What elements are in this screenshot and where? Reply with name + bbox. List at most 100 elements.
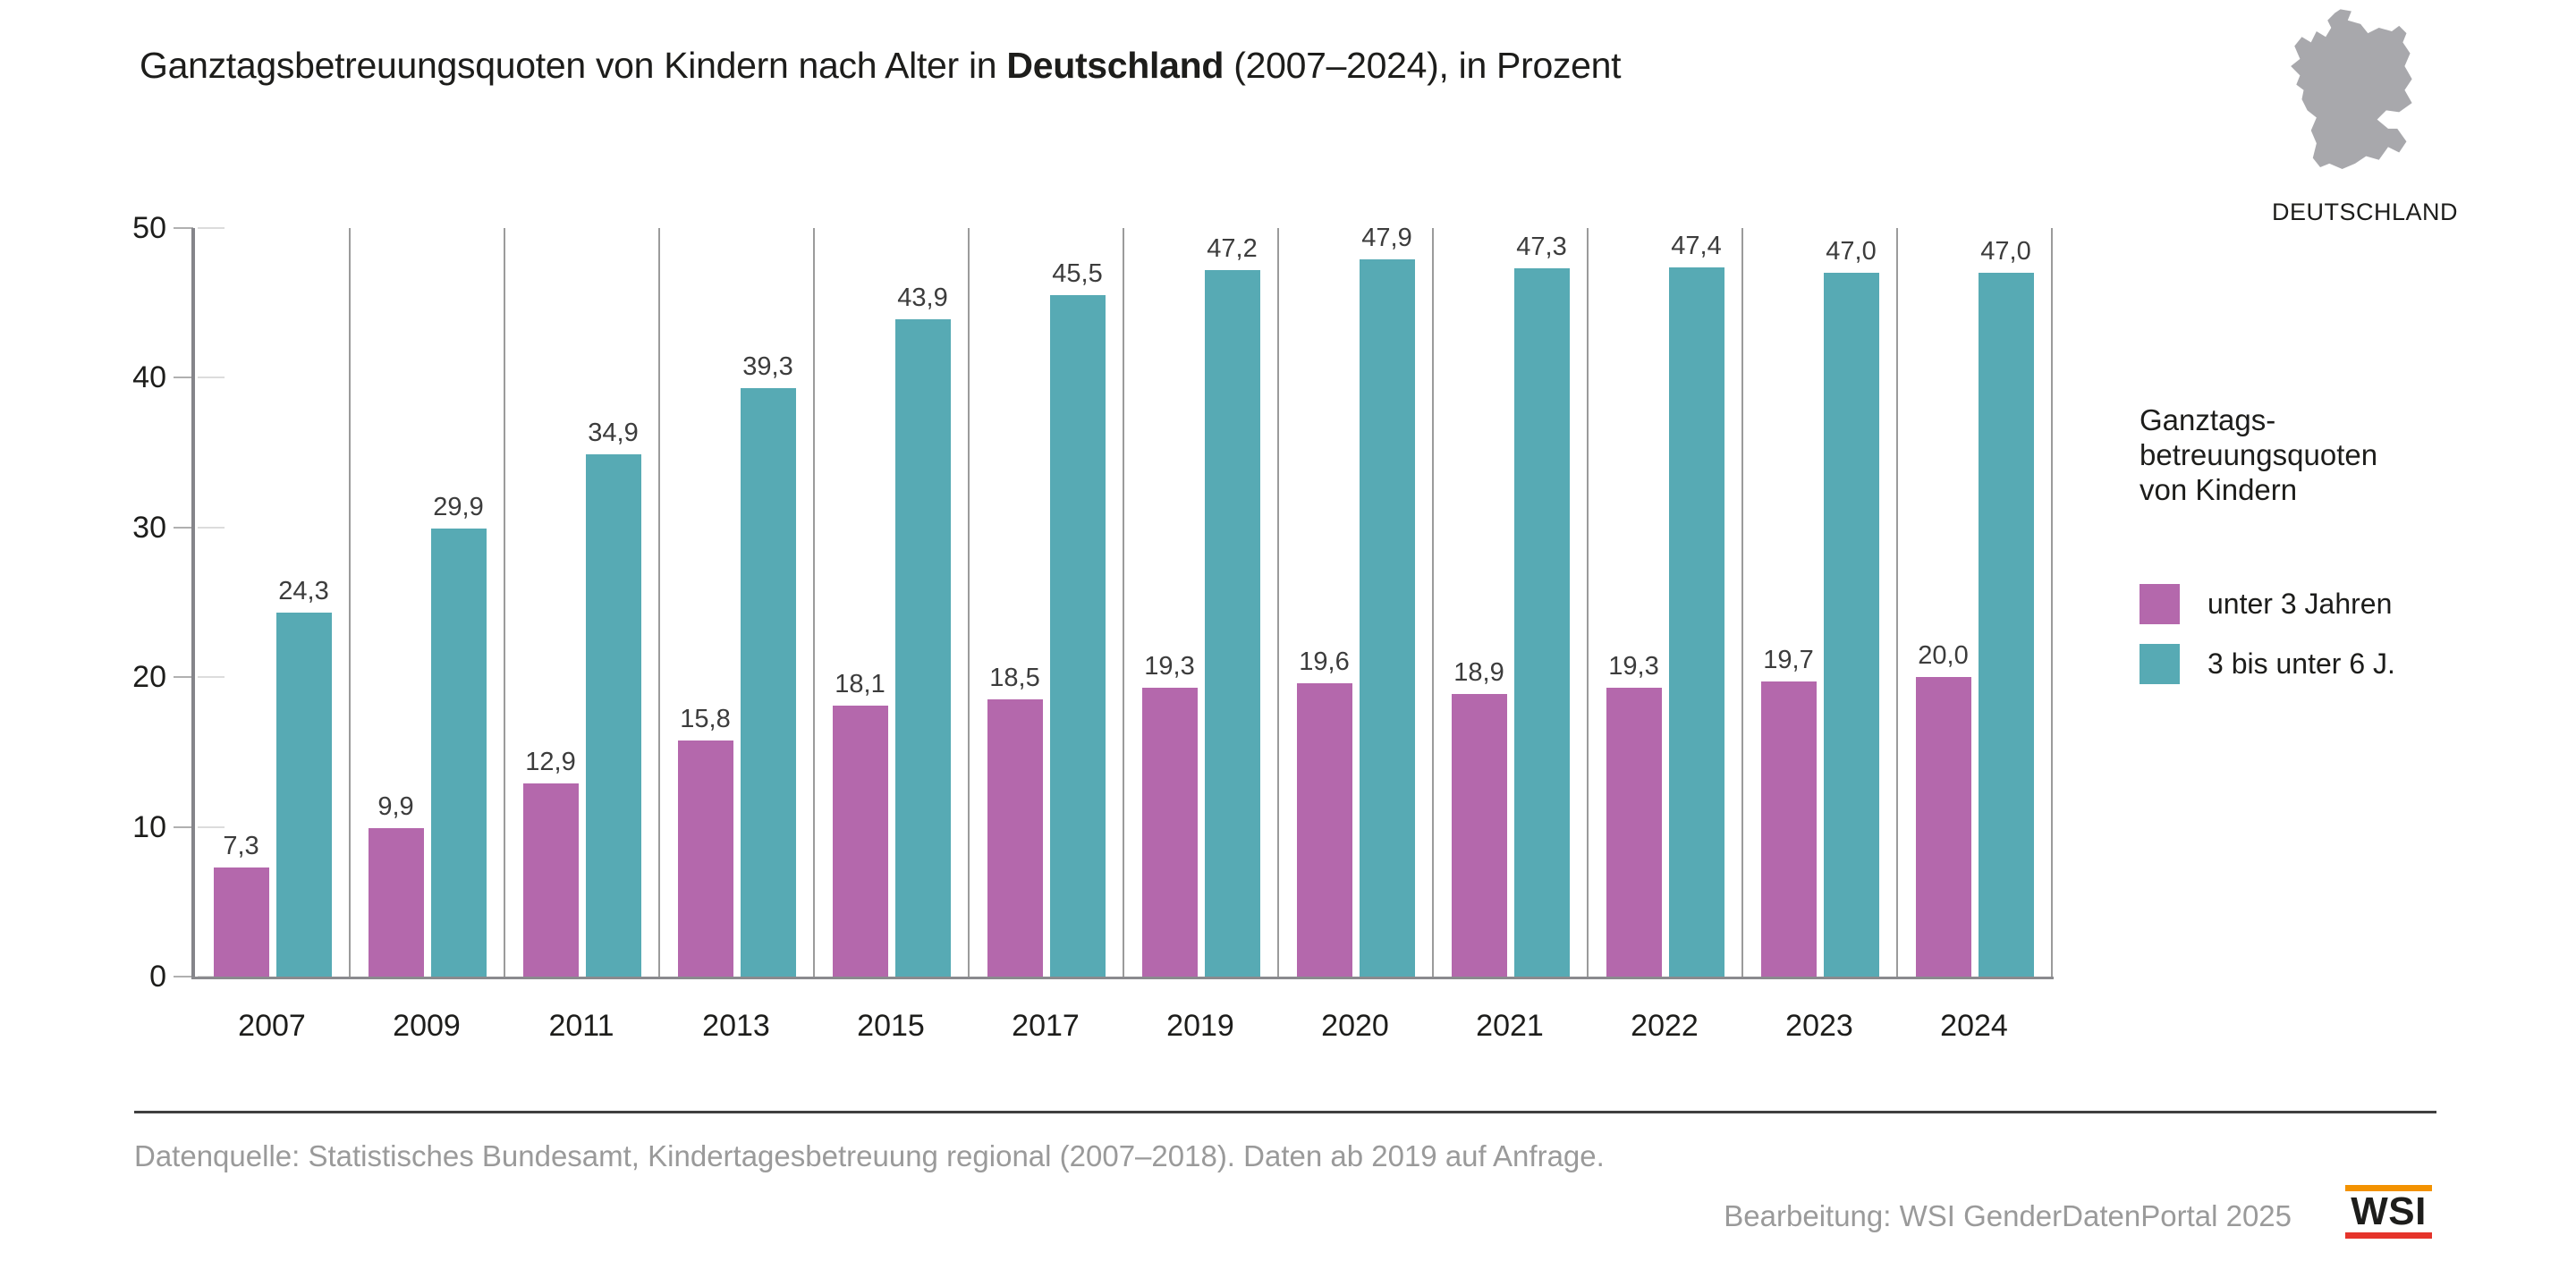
bar-value-label: 18,1 bbox=[835, 670, 886, 698]
bar-value-label: 19,7 bbox=[1763, 646, 1814, 675]
group-divider-line bbox=[348, 228, 351, 977]
bar-3-bis-unter-6-2017 bbox=[1049, 295, 1106, 977]
bar-unter-3-jahren-2019 bbox=[1141, 687, 1198, 977]
group-divider-line bbox=[1431, 228, 1434, 977]
y-axis-tick bbox=[174, 526, 193, 529]
bar-3-bis-unter-6-2023 bbox=[1823, 273, 1879, 977]
bar-value-label: 29,9 bbox=[433, 493, 484, 522]
y-axis-gridline-stub bbox=[198, 227, 225, 229]
x-axis-category-label: 2023 bbox=[1785, 1009, 1853, 1043]
y-axis-tick bbox=[174, 676, 193, 679]
bar-value-label: 19,3 bbox=[1144, 651, 1195, 681]
y-axis-tick bbox=[174, 377, 193, 379]
group-divider-line bbox=[657, 228, 660, 977]
y-axis-tick bbox=[174, 976, 193, 977]
bar-value-label: 47,9 bbox=[1361, 224, 1412, 253]
map-label: DEUTSCHLAND bbox=[2272, 199, 2459, 225]
bar-value-label: 34,9 bbox=[588, 418, 639, 447]
bar-unter-3-jahren-2011 bbox=[522, 783, 579, 977]
bar-unter-3-jahren-2017 bbox=[987, 699, 1043, 977]
bar-unter-3-jahren-2022 bbox=[1606, 687, 1662, 977]
legend-swatch-unter-3-jahren bbox=[2140, 584, 2180, 624]
group-divider-line bbox=[1895, 228, 1898, 977]
y-axis-tick-label: 50 bbox=[132, 211, 166, 245]
bar-3-bis-unter-6-2015 bbox=[894, 319, 951, 977]
legend-item-unter-3-jahren: unter 3 Jahren bbox=[2140, 584, 2560, 624]
legend-title-line: betreuungsquoten bbox=[2140, 438, 2378, 471]
x-axis-category-label: 2019 bbox=[1166, 1009, 1234, 1043]
x-axis-category-label: 2022 bbox=[1631, 1009, 1699, 1043]
bar-3-bis-unter-6-2019 bbox=[1204, 269, 1260, 977]
bar-value-label: 43,9 bbox=[897, 284, 948, 313]
y-axis-tick-label: 0 bbox=[149, 960, 166, 994]
x-axis-category-label: 2011 bbox=[548, 1009, 614, 1043]
bar-unter-3-jahren-2007 bbox=[213, 867, 269, 977]
bar-value-label: 19,3 bbox=[1608, 651, 1659, 681]
data-source-note: Datenquelle: Statistisches Bundesamt, Ki… bbox=[134, 1139, 1605, 1172]
legend-swatch-3-bis-unter-6 bbox=[2140, 644, 2180, 684]
bar-value-label: 9,9 bbox=[377, 792, 414, 822]
bar-value-label: 45,5 bbox=[1052, 259, 1103, 289]
group-divider-line bbox=[2050, 228, 2053, 977]
bar-unter-3-jahren-2020 bbox=[1296, 682, 1352, 977]
bar-value-label: 47,0 bbox=[1980, 237, 2031, 267]
page-title: Ganztagsbetreuungsquoten von Kindern nac… bbox=[140, 45, 1622, 87]
legend-item-label: unter 3 Jahren bbox=[2207, 588, 2393, 620]
y-axis-tick-label: 30 bbox=[132, 510, 166, 545]
bar-value-label: 47,2 bbox=[1207, 233, 1258, 263]
germany-map-block: DEUTSCHLAND bbox=[2272, 7, 2459, 226]
bar-3-bis-unter-6-2013 bbox=[740, 388, 796, 977]
wsi-logo: WSI bbox=[2345, 1185, 2432, 1239]
bar-value-label: 19,6 bbox=[1299, 647, 1350, 676]
germany-map-icon bbox=[2290, 9, 2412, 170]
bar-3-bis-unter-6-2022 bbox=[1668, 267, 1724, 977]
x-axis-category-label: 2020 bbox=[1321, 1009, 1389, 1043]
bar-value-label: 47,4 bbox=[1671, 231, 1722, 260]
bar-value-label: 47,0 bbox=[1826, 237, 1877, 267]
y-axis-line bbox=[191, 228, 195, 979]
bar-value-label: 24,3 bbox=[278, 577, 329, 606]
group-divider-line bbox=[1276, 228, 1279, 977]
bar-unter-3-jahren-2013 bbox=[677, 740, 733, 977]
bar-3-bis-unter-6-2009 bbox=[430, 529, 487, 977]
bar-3-bis-unter-6-2011 bbox=[585, 453, 641, 977]
x-axis-category-label: 2024 bbox=[1940, 1009, 2008, 1043]
bar-value-label: 18,9 bbox=[1453, 657, 1504, 687]
y-axis-tick-label: 10 bbox=[132, 809, 166, 844]
x-axis-category-label: 2015 bbox=[857, 1009, 925, 1043]
legend-title-line: von Kindern bbox=[2140, 473, 2298, 506]
legend-title: Ganztags- betreuungsquoten von Kindern bbox=[2140, 402, 2560, 507]
bar-value-label: 20,0 bbox=[1918, 641, 1969, 671]
bar-unter-3-jahren-2024 bbox=[1915, 677, 1971, 977]
y-axis-tick bbox=[174, 227, 193, 229]
bar-3-bis-unter-6-2021 bbox=[1513, 268, 1570, 977]
footer-divider bbox=[134, 1111, 2436, 1113]
bar-unter-3-jahren-2015 bbox=[832, 706, 888, 977]
x-axis-line bbox=[191, 977, 2054, 979]
bar-value-label: 15,8 bbox=[680, 704, 731, 733]
bar-unter-3-jahren-2021 bbox=[1451, 693, 1507, 977]
y-axis-gridline-stub bbox=[198, 526, 225, 529]
x-axis-category-label: 2021 bbox=[1476, 1009, 1544, 1043]
group-divider-line bbox=[1122, 228, 1124, 977]
bar-unter-3-jahren-2023 bbox=[1760, 681, 1817, 977]
y-axis-gridline-stub bbox=[198, 676, 225, 679]
title-suffix: (2007–2024), in Prozent bbox=[1224, 45, 1622, 86]
group-divider-line bbox=[1586, 228, 1589, 977]
bar-value-label: 18,5 bbox=[989, 664, 1040, 693]
bar-value-label: 39,3 bbox=[742, 352, 793, 382]
x-axis-category-label: 2017 bbox=[1012, 1009, 1080, 1043]
title-prefix: Ganztagsbetreuungsquoten von Kindern nac… bbox=[140, 45, 1007, 86]
x-axis-category-label: 2009 bbox=[393, 1009, 461, 1043]
bar-value-label: 7,3 bbox=[223, 831, 259, 860]
x-axis-category-label: 2007 bbox=[238, 1009, 306, 1043]
bar-value-label: 12,9 bbox=[525, 748, 576, 777]
wsi-logo-orange-bar bbox=[2345, 1185, 2432, 1191]
legend-item-label: 3 bis unter 6 J. bbox=[2207, 647, 2395, 680]
legend-title-line: Ganztags- bbox=[2140, 403, 2276, 436]
credit-note: Bearbeitung: WSI GenderDatenPortal 2025 bbox=[1724, 1199, 2292, 1232]
y-axis-tick-label: 40 bbox=[132, 360, 166, 395]
bar-value-label: 47,3 bbox=[1516, 233, 1567, 262]
